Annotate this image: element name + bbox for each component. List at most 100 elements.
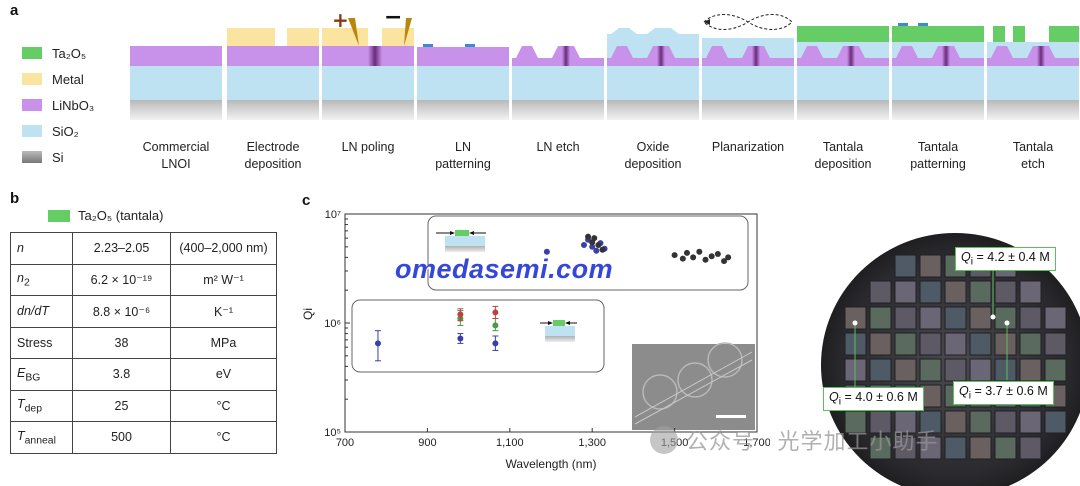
step-label-tantala-patterning: Tantala patterning [910,140,966,171]
step-tantala-etch-diagram [987,26,1079,120]
x-tick-label: 1,300 [578,437,606,449]
table-row: dn/dT 8.8 × 10⁻⁶ K⁻¹ [10,295,277,328]
x-tick-label: 1,100 [496,437,524,449]
table-row: Tdep 25 °C [10,389,277,422]
process-steps: + − [130,0,1080,180]
chip-die [944,410,967,434]
inset-box-lower [351,299,605,373]
waveguide-icon-lower [540,320,577,342]
wechat-watermark: 公众号 · 光学加工小助手 [650,424,939,456]
chip-die [1044,410,1067,434]
table-row: Tanneal 500 °C [10,421,277,454]
measurement-point [1004,320,1010,326]
chip-die [894,436,917,460]
waveguide-icon-upper [436,230,486,252]
step-label-ln-etch: LN etch [536,140,580,154]
table-row: n 2.23–2.05 (400–2,000 nm) [10,232,277,265]
data-point [679,255,686,262]
step-planarization-diagram [702,14,794,120]
chip-die [869,332,892,356]
value-cell: 2.23–2.05 [72,232,171,265]
step-label-tantala-etch: Tantala etch [1012,140,1054,171]
si-swatch [22,151,42,163]
panel-a-letter: a [10,2,19,19]
data-point [696,248,703,255]
chip-die [869,280,892,304]
chip-die [844,410,867,434]
data-point [457,335,464,342]
chip-die [894,410,917,434]
data-point [708,253,715,260]
data-point [721,258,728,265]
y-tick-label: 10⁵ [324,427,341,439]
data-point [585,233,592,240]
legend-label: Metal [52,71,84,87]
step-ln-etch-diagram [512,46,604,120]
unit-cell: °C [170,421,277,454]
legend-item-metal: Metal [22,66,94,92]
chip-die [994,280,1017,304]
legend-item-tantala: Ta₂O₅ [22,40,94,66]
chip-die [919,254,942,278]
chip-die [969,410,992,434]
chip-die [869,306,892,330]
chip-die [869,358,892,382]
metal-swatch [22,73,42,85]
chip-die [919,280,942,304]
chip-die [994,410,1017,434]
param-cell: Tdep [10,389,73,422]
table-row: EBG 3.8 eV [10,358,277,391]
data-point [457,311,464,318]
panel-b-letter: b [10,190,20,207]
param-cell: Tanneal [10,421,73,454]
chip-die [1044,332,1067,356]
x-axis-label: Wavelength (nm) [506,457,597,471]
chip-die [1044,358,1067,382]
param-cell: n [10,232,73,265]
watermark-text: 公众号 · 光学加工小助手 [686,429,939,454]
chip-die [894,254,917,278]
value-cell: 6.2 × 10⁻¹⁹ [72,263,171,296]
measurement-point [990,314,996,320]
overlay-watermark-text: omedasemi.com [395,254,614,284]
chip-die [869,410,892,434]
chip-die [1019,280,1042,304]
legend-label: SiO₂ [52,123,79,139]
unit-cell: (400–2,000 nm) [170,232,277,265]
wafer-image [805,195,1080,486]
param-cell: dn/dT [10,295,73,328]
tantala-swatch [48,209,70,222]
tantala-properties-table: n 2.23–2.05 (400–2,000 nm) n2 6.2 × 10⁻¹… [10,232,277,454]
step-label-electrode-deposition: Electrode deposition [244,140,302,171]
chip-die [894,280,917,304]
chip-die [1019,436,1042,460]
table-row: n2 6.2 × 10⁻¹⁹ m² W⁻¹ [10,263,277,296]
chip-die [944,306,967,330]
chip-die [1019,410,1042,434]
unit-cell: MPa [170,326,277,359]
chip-die [919,410,942,434]
step-ln-patterning-diagram [417,44,509,120]
sem-image-inset [632,342,755,430]
param-cell: EBG [10,358,73,391]
chip-die [1019,358,1042,382]
chip-die [944,280,967,304]
y-tick-label: 10⁶ [324,318,341,330]
chip-die [894,358,917,382]
chip-die [969,332,992,356]
data-point [725,254,732,261]
qi-annotation-right: Qi = 3.7 ± 0.6 M [953,381,1054,405]
step-oxide-deposition-diagram [607,28,699,120]
data-point [492,309,499,316]
chart-marks [374,233,732,362]
chip-die [944,332,967,356]
legend-item-linbo3: LiNbO₃ [22,92,94,118]
x-tick-label: 1,700 [743,437,770,449]
chip-die [894,306,917,330]
step-label-commercial-lnoi: Commercial LNOI [142,140,210,171]
y-tick-label: 10⁷ [325,209,341,221]
chip-die [944,436,967,460]
step-tantala-deposition-diagram [797,26,889,120]
